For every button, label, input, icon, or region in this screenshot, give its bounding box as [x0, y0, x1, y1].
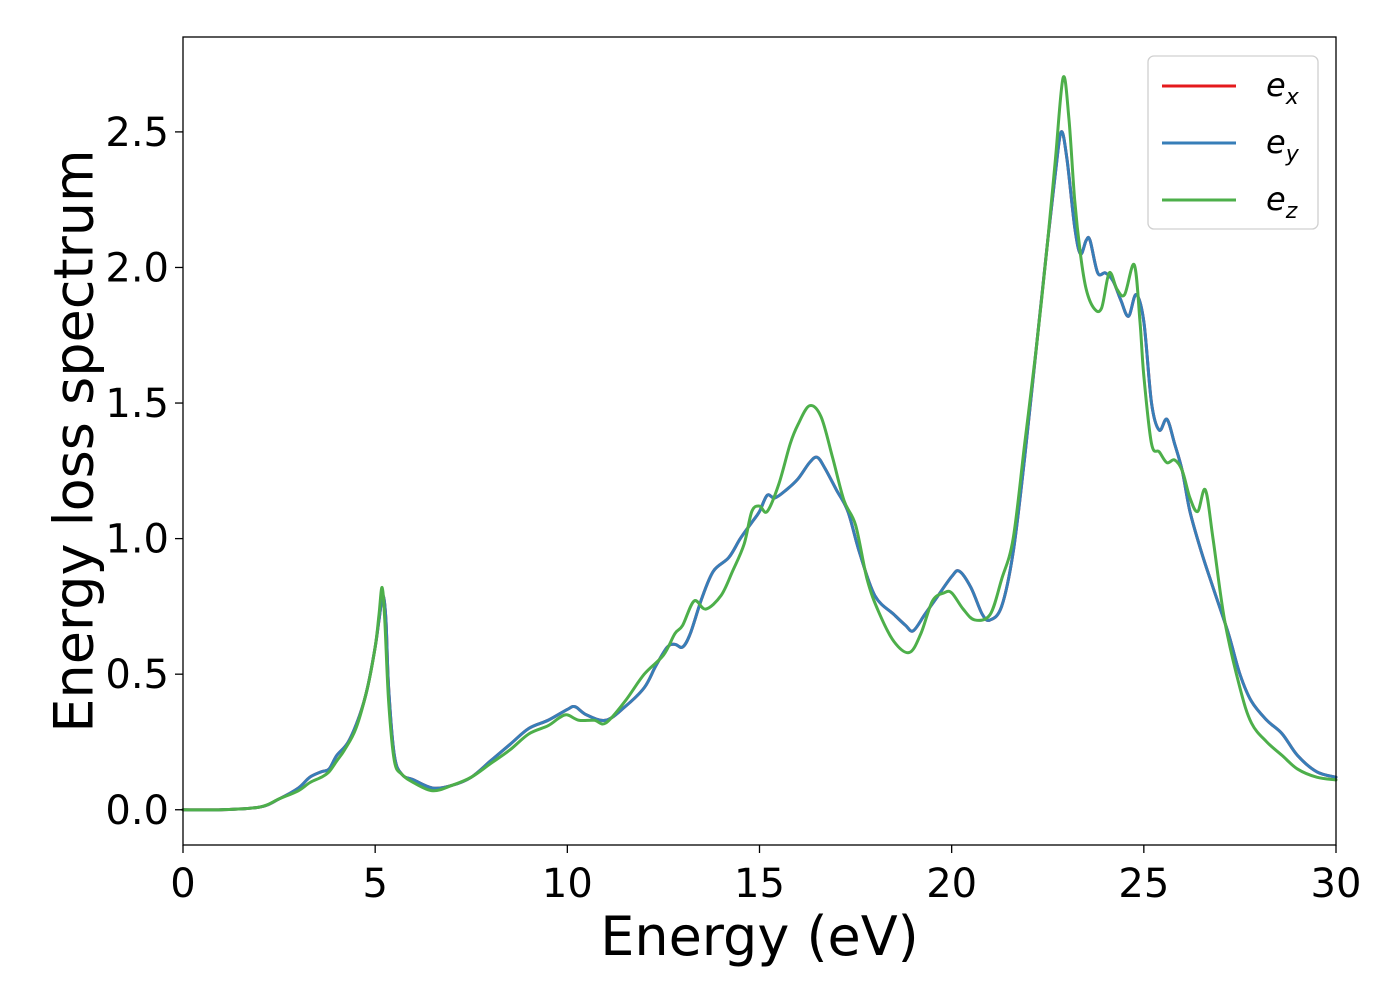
- y-tick-label: 0.5: [105, 652, 169, 698]
- legend-label-z: ez: [1266, 180, 1298, 224]
- x-tick-label: 15: [734, 861, 785, 907]
- x-tick-label: 5: [362, 861, 387, 907]
- y-tick-label: 2.0: [105, 245, 169, 291]
- series-line-z: [181, 75, 1338, 812]
- y-tick-label: 2.5: [105, 110, 169, 156]
- y-axis-ticks: 0.0 0.5 1.0 1.5 2.0 2.5: [105, 110, 183, 834]
- legend: ex ey ez: [1147, 55, 1319, 230]
- y-tick-label: 1.5: [105, 381, 169, 427]
- legend-label-y: ey: [1266, 123, 1300, 167]
- y-tick-label: 0.0: [105, 788, 169, 834]
- y-tick-label: 1.0: [105, 517, 169, 563]
- x-tick-label: 30: [1311, 861, 1362, 907]
- y-axis-label: Energy loss spectrum: [43, 149, 106, 732]
- x-tick-label: 20: [926, 861, 977, 907]
- x-axis-label: Energy (eV): [600, 905, 919, 968]
- x-tick-label: 10: [542, 861, 593, 907]
- x-axis-ticks: 0 5 10 15 20 25 30: [170, 845, 1361, 907]
- x-tick-label: 0: [170, 861, 195, 907]
- legend-label-x: ex: [1266, 66, 1300, 110]
- x-tick-label: 25: [1118, 861, 1169, 907]
- series-layer: [181, 75, 1338, 812]
